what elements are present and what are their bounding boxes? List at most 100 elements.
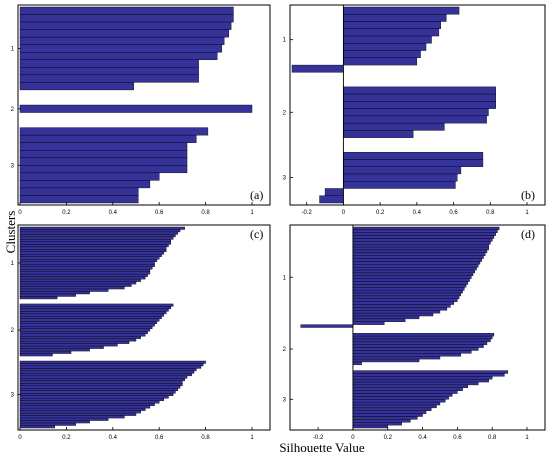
silhouette-bar bbox=[352, 350, 472, 354]
cluster-tick-label: 1 bbox=[11, 46, 15, 52]
silhouette-bar bbox=[352, 381, 479, 386]
silhouette-bar bbox=[19, 380, 183, 384]
silhouette-bar bbox=[19, 335, 141, 339]
silhouette-bar bbox=[19, 412, 137, 416]
panel-c: 1 2 3 0 0.2 0.4 0.6 0.8 1 (c) bbox=[11, 224, 271, 441]
silhouette-bar bbox=[19, 373, 192, 377]
silhouette-bar bbox=[19, 283, 132, 287]
silhouette-bar bbox=[19, 338, 137, 342]
silhouette-bar bbox=[19, 425, 55, 429]
silhouette-bar bbox=[19, 180, 151, 189]
cluster-tick-label: 1 bbox=[283, 275, 287, 281]
silhouette-bar bbox=[19, 316, 162, 320]
silhouette-bar bbox=[19, 400, 160, 404]
silhouette-bar bbox=[352, 301, 455, 305]
silhouette-bar bbox=[352, 424, 388, 429]
silhouette-bar bbox=[19, 331, 148, 334]
silhouette-bar bbox=[343, 35, 432, 44]
silhouette-bar bbox=[352, 238, 493, 242]
silhouette-bar bbox=[343, 101, 496, 109]
silhouette-bar bbox=[352, 252, 486, 256]
x-tick-label: 0.6 bbox=[453, 435, 462, 441]
silhouette-bar bbox=[19, 134, 197, 143]
silhouette-bar bbox=[352, 226, 500, 231]
x-tick-label: 0.2 bbox=[384, 435, 393, 441]
x-tick-label: 0.4 bbox=[413, 210, 422, 216]
x-tick-label: 0.4 bbox=[418, 435, 427, 441]
silhouette-bar bbox=[19, 340, 130, 344]
silhouette-bar bbox=[352, 295, 460, 299]
silhouette-bar bbox=[19, 348, 90, 352]
silhouette-bar bbox=[343, 151, 484, 160]
silhouette-bar bbox=[352, 278, 470, 282]
silhouette-bar bbox=[19, 378, 185, 382]
x-tick-label: 0.8 bbox=[201, 210, 210, 216]
panel-frame bbox=[289, 4, 546, 206]
silhouette-bar bbox=[352, 396, 449, 400]
silhouette-bar bbox=[352, 269, 475, 274]
silhouette-bar bbox=[19, 303, 174, 307]
panel-frame bbox=[17, 224, 271, 431]
silhouette-bar bbox=[19, 353, 53, 357]
silhouette-bar bbox=[343, 6, 460, 15]
silhouette-bar bbox=[343, 50, 421, 59]
silhouette-bar bbox=[19, 398, 165, 401]
silhouette-bar bbox=[19, 323, 155, 327]
silhouette-bar bbox=[19, 254, 162, 257]
silhouette-bar bbox=[19, 370, 195, 374]
silhouette-bar bbox=[352, 229, 498, 233]
x-tick-label: 0.8 bbox=[486, 210, 495, 216]
silhouette-bar bbox=[352, 258, 482, 262]
silhouette-bar bbox=[19, 44, 223, 53]
silhouette-bar bbox=[343, 173, 458, 182]
silhouette-bar bbox=[352, 246, 489, 251]
silhouette-bar bbox=[19, 241, 172, 245]
silhouette-bar bbox=[352, 310, 441, 314]
silhouette-bar bbox=[19, 311, 167, 315]
silhouette-bar bbox=[19, 313, 165, 317]
silhouette-bar bbox=[352, 312, 434, 317]
silhouette-bar bbox=[19, 142, 188, 151]
silhouette-bar bbox=[19, 405, 151, 409]
silhouette-bar bbox=[352, 298, 458, 302]
silhouette-bar bbox=[352, 390, 458, 394]
silhouette-bar bbox=[19, 165, 188, 174]
silhouette-bar bbox=[19, 390, 176, 394]
cluster-tick-label: 3 bbox=[11, 393, 15, 399]
silhouette-bar bbox=[343, 21, 441, 29]
silhouette-bar bbox=[19, 326, 153, 329]
silhouette-bar bbox=[352, 289, 463, 294]
silhouette-bar bbox=[352, 358, 420, 363]
panel-b: 1 2 3 -0.2 0 0.2 0.4 0.6 0.8 1 (b) bbox=[283, 4, 546, 216]
figure-y-label: Clusters bbox=[3, 211, 18, 254]
cluster-tick-label: 2 bbox=[11, 328, 15, 334]
silhouette-bar bbox=[19, 82, 134, 91]
silhouette-bar bbox=[19, 36, 225, 45]
silhouette-bar bbox=[19, 14, 234, 23]
silhouette-bar bbox=[19, 343, 118, 347]
silhouette-bar bbox=[19, 388, 178, 391]
silhouette-bar bbox=[343, 159, 484, 167]
silhouette-bar bbox=[19, 350, 72, 354]
silhouette-bar bbox=[352, 335, 493, 340]
silhouette-bar bbox=[352, 387, 463, 391]
silhouette-bar bbox=[352, 255, 484, 259]
cluster-tick-label: 3 bbox=[11, 163, 15, 169]
silhouette-bar bbox=[19, 296, 58, 300]
silhouette-bar bbox=[19, 187, 139, 196]
panel-label: (c) bbox=[250, 227, 263, 241]
silhouette-bar bbox=[19, 249, 167, 253]
silhouette-bar bbox=[19, 239, 172, 243]
x-tick-label: 0.4 bbox=[109, 435, 118, 441]
silhouette-bar bbox=[19, 157, 188, 166]
silhouette-bar bbox=[291, 64, 344, 73]
cluster-tick-label: 2 bbox=[11, 107, 15, 113]
silhouette-bar bbox=[19, 261, 155, 265]
silhouette-bar bbox=[352, 416, 418, 420]
silhouette-bar bbox=[352, 356, 441, 360]
silhouette-bar bbox=[352, 344, 484, 348]
silhouette-bar bbox=[352, 287, 465, 291]
x-tick-label: 0.4 bbox=[109, 210, 118, 216]
silhouette-bar bbox=[19, 375, 188, 379]
panel-a: 1 2 3 0 0.2 0.4 0.6 0.8 1 (a) bbox=[11, 4, 271, 216]
